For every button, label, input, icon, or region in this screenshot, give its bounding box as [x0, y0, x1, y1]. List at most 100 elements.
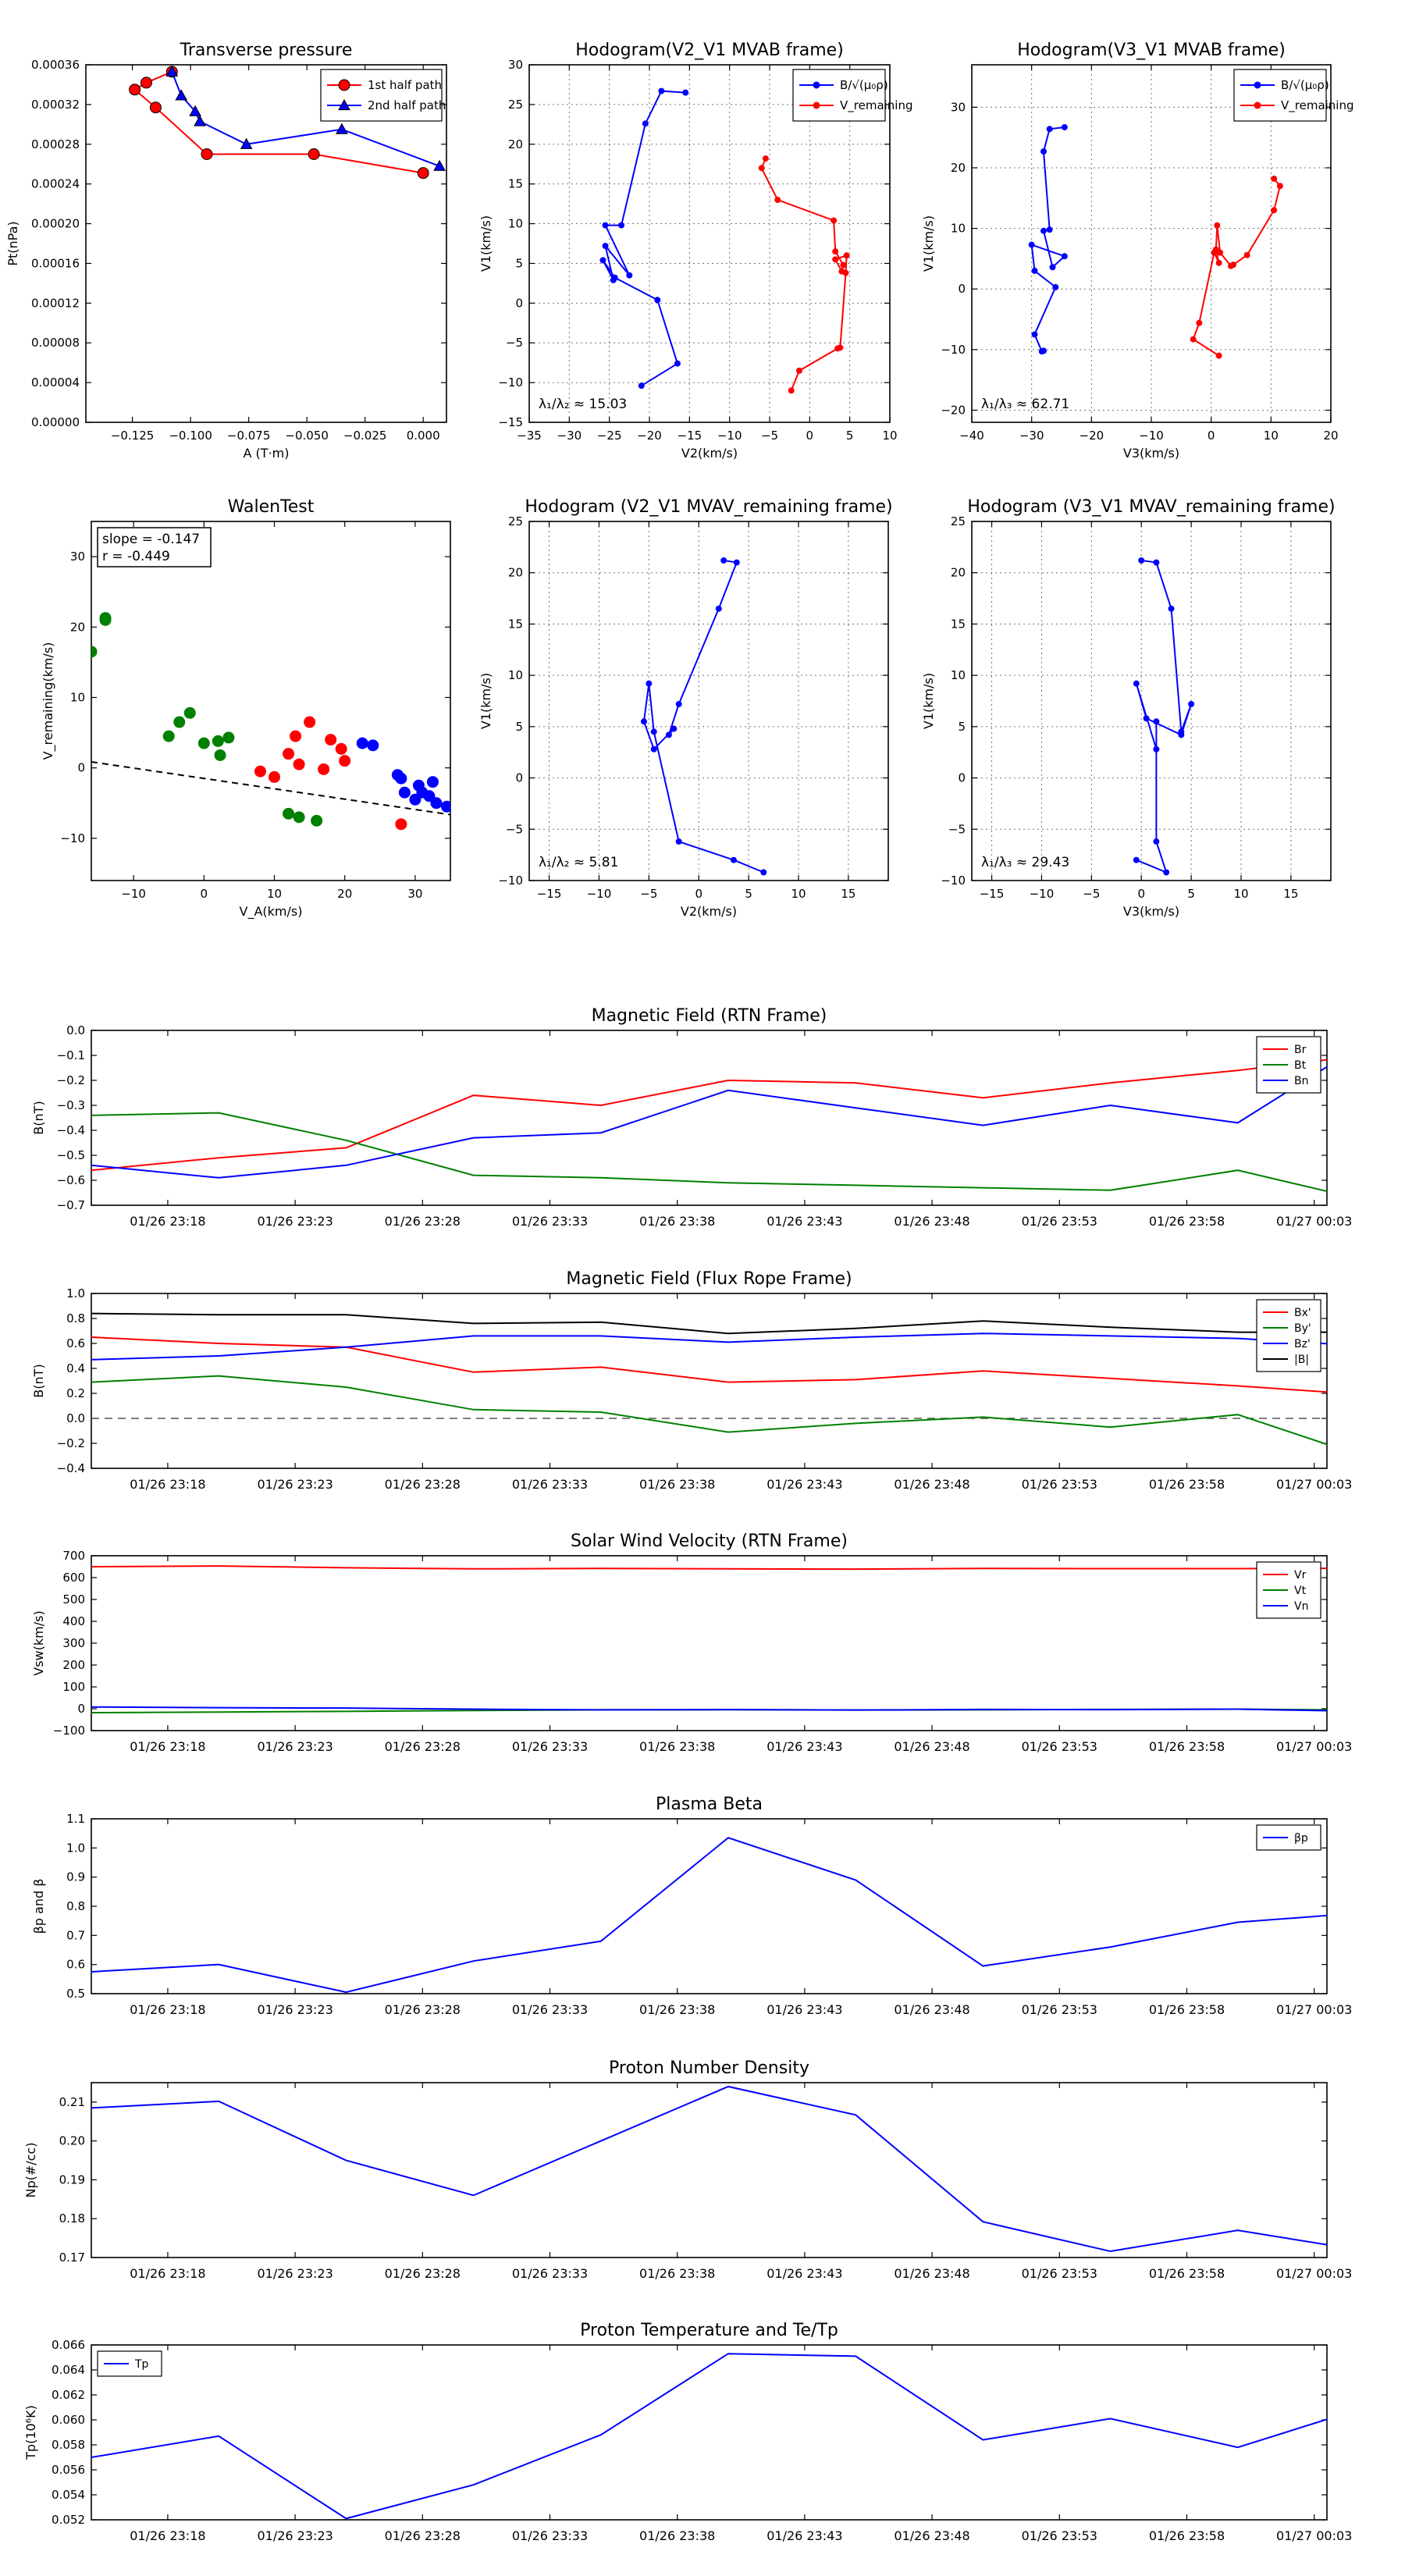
data-point	[1254, 81, 1261, 89]
y-tick-label: 15	[951, 617, 966, 631]
data-point	[1153, 718, 1160, 725]
data-point	[1196, 319, 1203, 326]
time-tick-label: 01/26 23:53	[1022, 2002, 1097, 2017]
series-line	[91, 1837, 1327, 1994]
y-tick-label: −10	[60, 831, 85, 845]
chart-title: Hodogram (V2_V1 MVAV_remaining frame)	[525, 497, 892, 517]
legend-label: Vr	[1294, 1569, 1307, 1582]
time-tick-label: 01/26 23:48	[894, 1739, 969, 1754]
transverse_pressure-panel: 0.00000 0.00004 0.00008 0.00012 0.00016 0.000…	[5, 41, 447, 461]
y-tick-label: 5	[515, 720, 523, 734]
time-tick-label: 01/26 23:23	[257, 1739, 333, 1754]
y-tick-label: 0	[77, 761, 85, 775]
data-point	[1153, 559, 1160, 566]
data-point	[149, 101, 162, 114]
data-point	[293, 758, 305, 770]
data-point	[626, 272, 633, 279]
ratio-annotation: λ₁/λ₂ ≈ 5.81	[539, 855, 618, 870]
y-tick-label: 0.054	[52, 2488, 85, 2502]
y-tick-label: −0.3	[57, 1098, 85, 1112]
y-tick-label: 10	[951, 222, 966, 236]
y-tick-label: 5	[958, 720, 966, 734]
y-tick-label: 0.00008	[31, 336, 80, 350]
x-tick-label: −30	[557, 429, 582, 443]
legend-label: By'	[1294, 1322, 1311, 1335]
time-tick-label: 01/27 00:03	[1276, 2266, 1352, 2281]
data-point	[720, 557, 727, 564]
chart-title: Solar Wind Velocity (RTN Frame)	[571, 1532, 848, 1551]
x-tick-label: 5	[1187, 887, 1195, 901]
data-point	[293, 811, 305, 824]
plot-frame	[528, 521, 889, 881]
y-tick-label: −0.5	[57, 1148, 85, 1162]
chart-title: Hodogram (V3_V1 MVAV_remaining frame)	[967, 497, 1335, 517]
data-point	[269, 770, 281, 783]
data-point	[356, 737, 368, 749]
y-tick-label: 25	[951, 514, 966, 528]
y-tick-label: 1.0	[66, 1841, 85, 1855]
y-tick-label: 0.064	[52, 2363, 85, 2377]
time-tick-label: 01/27 00:03	[1276, 1214, 1352, 1229]
legend-label: 1st half path	[368, 78, 442, 92]
y-tick-label: 0.062	[52, 2388, 85, 2402]
y-tick-label: 0	[77, 1702, 85, 1716]
sw_velocity-panel: −100 0 100 200 300 400 500 600 700 Solar Wind Vel…	[31, 1532, 1352, 1754]
time-tick-label: 01/26 23:58	[1149, 2266, 1225, 2281]
time-tick-label: 01/26 23:43	[767, 1214, 842, 1229]
y-tick-label: 25	[508, 98, 523, 112]
y-tick-label: −15	[498, 415, 523, 429]
data-point	[338, 79, 350, 91]
y-tick-label: 0.19	[59, 2172, 85, 2186]
y-tick-label: 0.17	[59, 2250, 85, 2265]
y-axis-label: Pt(nPa)	[5, 221, 20, 265]
data-point	[675, 838, 682, 845]
y-tick-label: 30	[951, 100, 966, 114]
time-tick-label: 01/26 23:23	[257, 2266, 333, 2281]
data-point	[283, 748, 295, 760]
time-tick-label: 01/26 23:48	[894, 1477, 969, 1492]
legend-label: Bx'	[1294, 1307, 1311, 1319]
data-point	[423, 790, 436, 802]
data-point	[658, 87, 665, 94]
y-tick-label: 0.6	[66, 1958, 85, 1972]
time-tick-label: 01/26 23:28	[385, 1214, 461, 1229]
x-tick-label: 10	[267, 887, 282, 901]
data-point	[336, 123, 348, 134]
data-point	[760, 869, 767, 876]
chart-title: Plasma Beta	[656, 1795, 763, 1814]
series-line	[91, 1112, 1327, 1193]
y-tick-label: 0.0	[66, 1411, 85, 1425]
y-tick-label: 200	[62, 1658, 85, 1672]
data-point	[670, 725, 678, 732]
fit-line	[91, 761, 450, 816]
y-tick-label: 0.2	[66, 1386, 85, 1400]
x-tick-label: −30	[1019, 429, 1044, 443]
time-tick-label: 01/26 23:18	[130, 1477, 205, 1492]
data-point	[1211, 249, 1218, 256]
x-axis-label: V2(km/s)	[681, 904, 737, 919]
slope-annotation: slope = -0.147	[102, 532, 200, 547]
time-tick-label: 01/26 23:33	[512, 2528, 588, 2543]
data-point	[813, 101, 820, 109]
y-axis-label: V1(km/s)	[921, 673, 936, 729]
time-tick-label: 01/27 00:03	[1276, 1739, 1352, 1754]
y-tick-label: 500	[62, 1592, 85, 1606]
x-tick-label: −5	[1083, 887, 1100, 901]
legend-label: βp	[1294, 1832, 1308, 1845]
x-tick-label: 10	[882, 429, 897, 443]
x-tick-label: 5	[846, 429, 854, 443]
plot-frame	[91, 1818, 1328, 1994]
legend-label: Bt	[1294, 1059, 1307, 1072]
time-tick-label: 01/26 23:33	[512, 2266, 588, 2281]
time-tick-label: 01/26 23:33	[512, 1477, 588, 1492]
y-tick-label: −5	[506, 822, 523, 836]
y-tick-label: 0.20	[59, 2134, 85, 2148]
time-tick-label: 01/26 23:23	[257, 2528, 333, 2543]
data-point	[339, 755, 351, 767]
time-tick-label: 01/26 23:28	[385, 1739, 461, 1754]
time-tick-label: 01/27 00:03	[1276, 2002, 1352, 2017]
y-tick-label: −5	[948, 822, 966, 836]
time-tick-label: 01/26 23:48	[894, 2266, 969, 2281]
x-tick-label: −0.100	[169, 429, 212, 443]
